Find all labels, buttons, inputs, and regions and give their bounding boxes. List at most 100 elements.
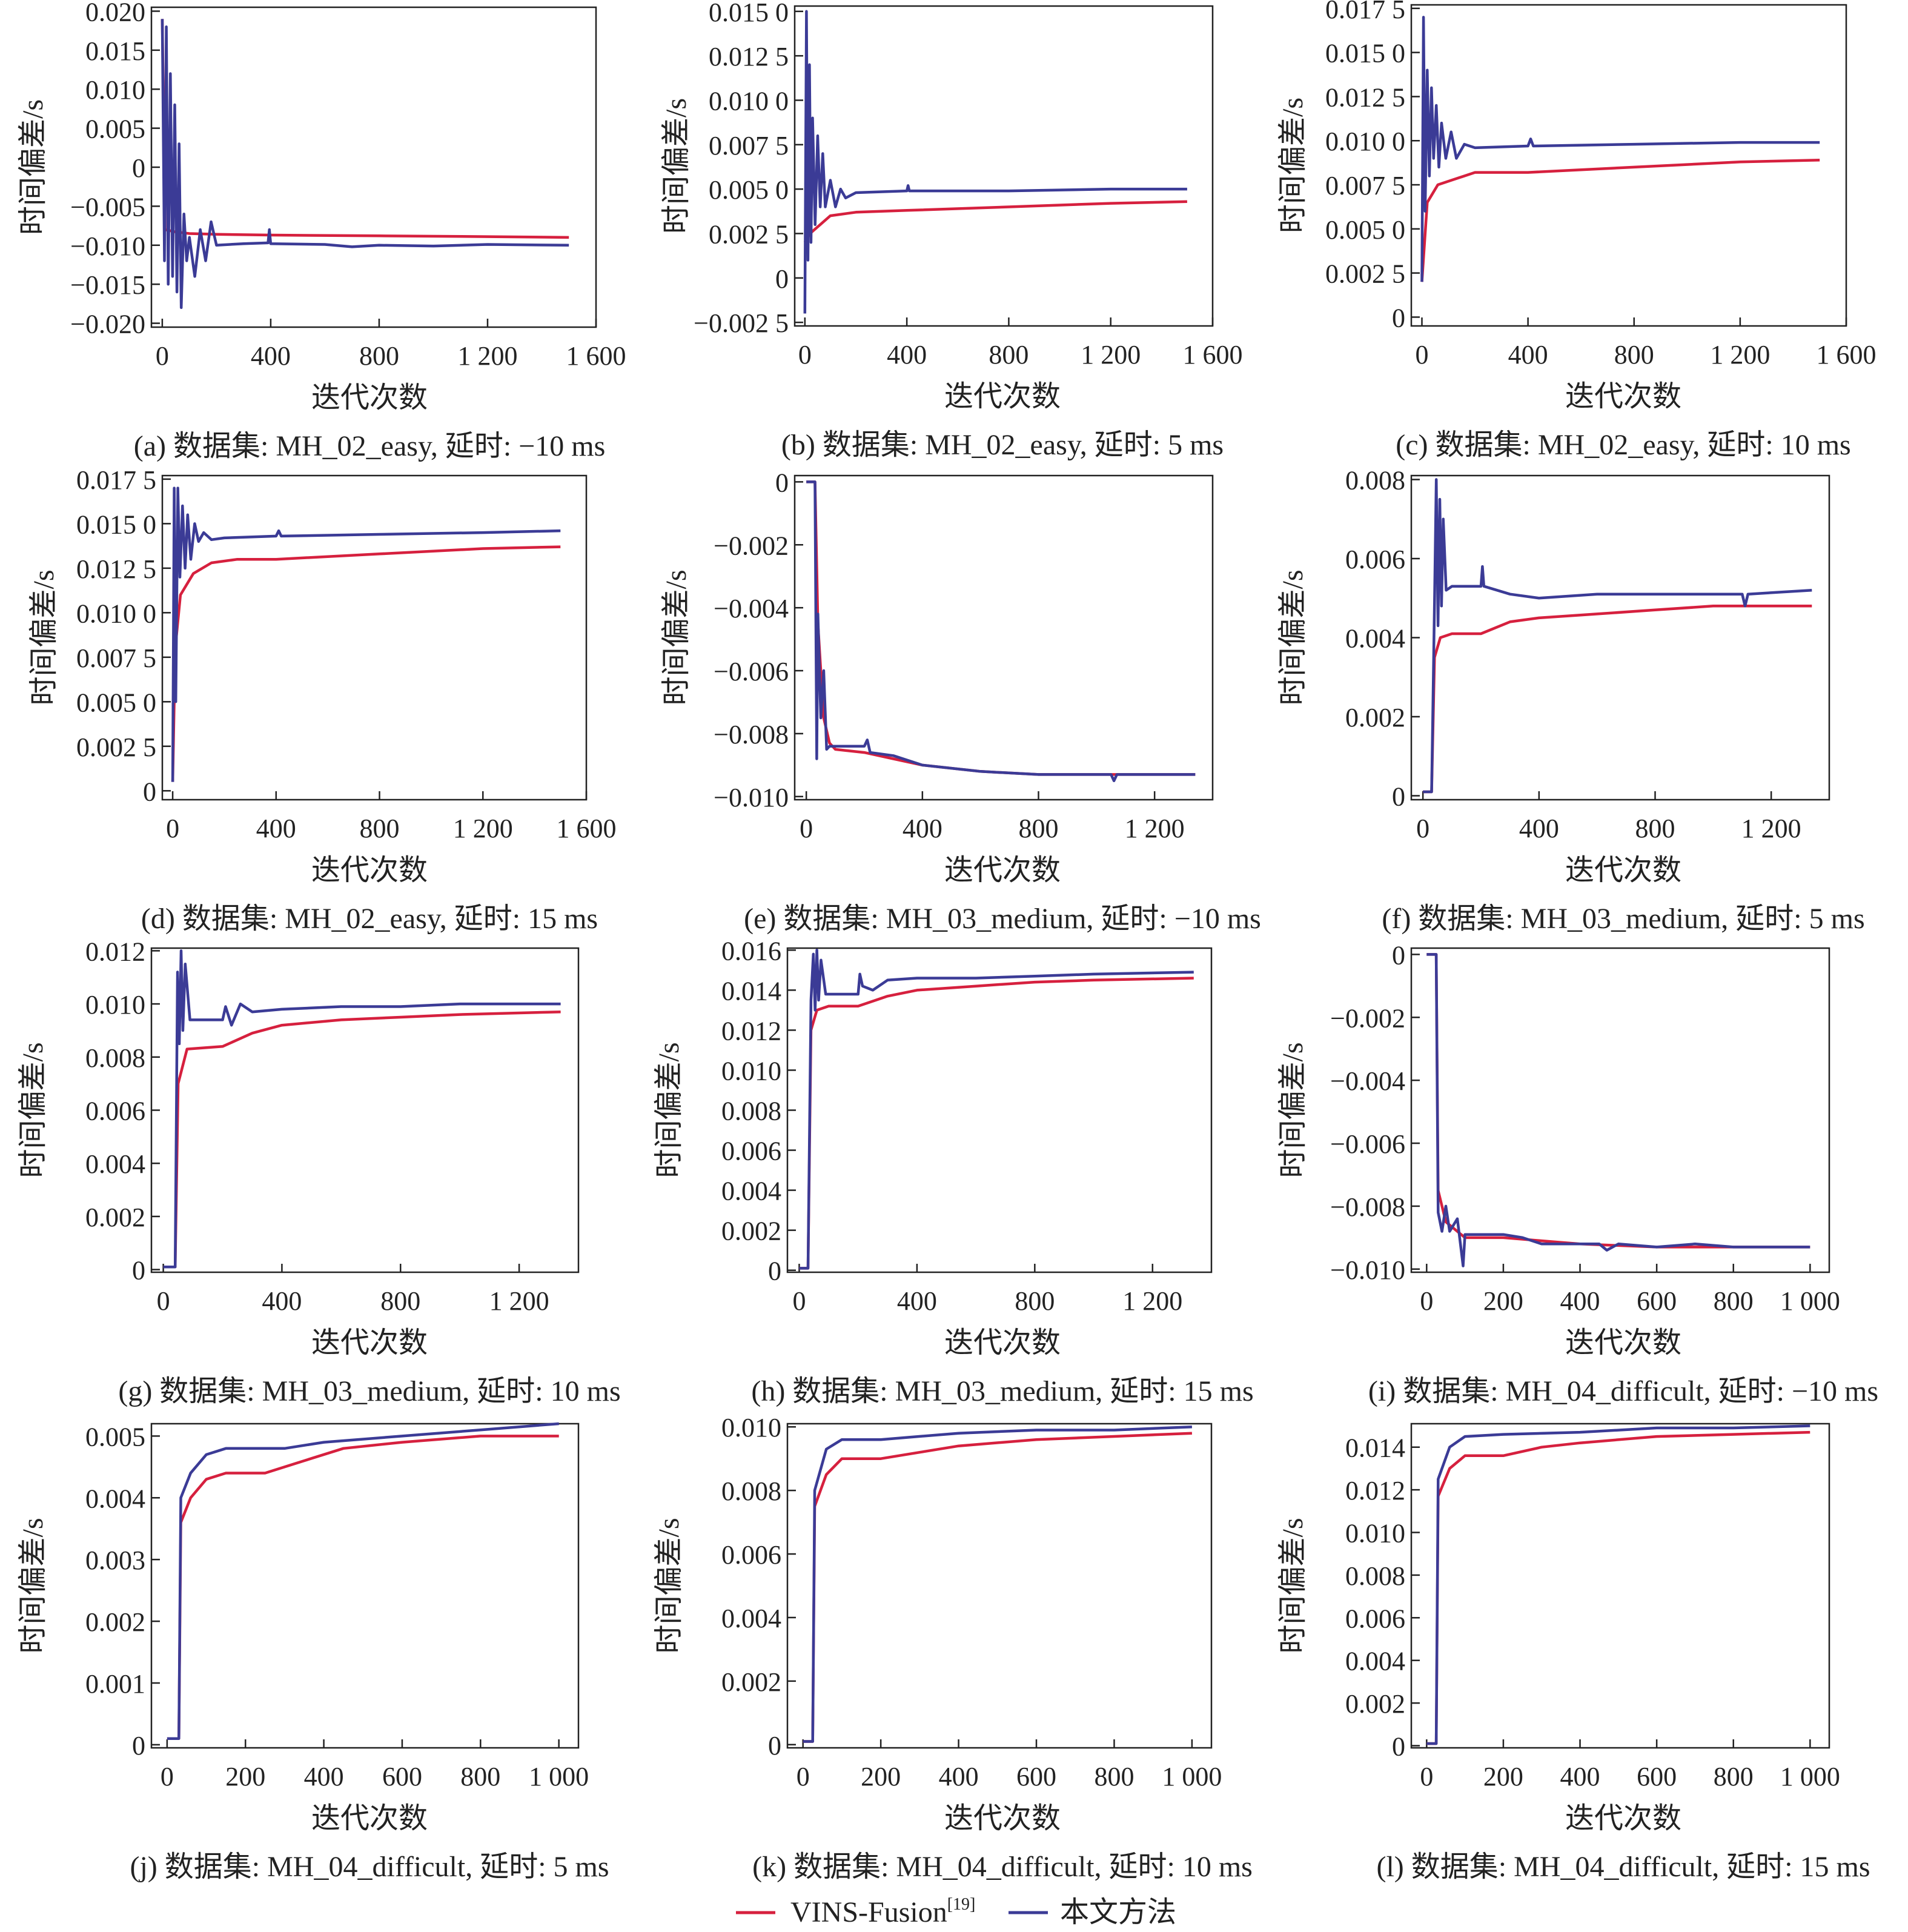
x-tick-label: 0	[156, 341, 169, 371]
x-tick-label: 0	[166, 814, 179, 843]
plot-frame	[793, 5, 1214, 327]
x-tick-label: 400	[1519, 814, 1559, 843]
chart-panel-4: −0.010 −0.008 −0.006 −0.004 −0.002 0 0 400 800 1 …	[660, 468, 1261, 935]
x-tick-label: 1 200	[1741, 814, 1801, 843]
x-tick-label: 400	[903, 814, 942, 843]
series-line-ours	[803, 1425, 1192, 1743]
y-tick-label: 0.008	[1345, 466, 1405, 496]
y-tick-label: 0.012	[85, 937, 145, 966]
x-tick-label: 1 200	[489, 1286, 549, 1316]
y-tick-label: 0.006	[721, 1540, 781, 1570]
x-tick-label: 200	[1483, 1286, 1523, 1316]
y-tick-label: −0.020	[70, 310, 145, 339]
x-tick-label: 800	[380, 1286, 420, 1316]
series-line-ours	[1426, 1424, 1810, 1745]
y-tick-label: −0.015	[70, 270, 145, 300]
x-tick-label: 400	[304, 1762, 344, 1791]
x-tick-label: 400	[262, 1286, 302, 1316]
y-tick-label: 0.016	[721, 936, 781, 966]
x-tick-label: 0	[1420, 1762, 1433, 1791]
x-tick-label: 600	[1637, 1762, 1677, 1791]
y-tick-label: 0.015 0	[76, 510, 156, 539]
panel-caption: (k) 数据集: MH_04_difficult, 延时: 10 ms	[752, 1851, 1253, 1883]
x-tick-label: 0	[161, 1762, 174, 1791]
x-tick-label: 1 000	[1162, 1762, 1222, 1791]
y-tick-label: −0.010	[70, 231, 145, 261]
chart-panel-7: 0 0.002 0.004 0.006 0.008 0.010 0.012 0.014 0.01…	[653, 936, 1254, 1407]
x-tick-label: 800	[1019, 814, 1059, 843]
y-tick-label: 0.002	[721, 1667, 781, 1697]
x-axis-label: 迭代次数	[1565, 1327, 1681, 1359]
panel-caption: (h) 数据集: MH_03_medium, 延时: 15 ms	[751, 1375, 1253, 1407]
x-tick-label: 0	[1416, 340, 1429, 370]
y-tick-label: 0.006	[1345, 1604, 1405, 1633]
y-tick-label: 0.002 5	[709, 219, 789, 249]
x-tick-label: 600	[382, 1762, 422, 1791]
y-tick-label: 0.015 0	[709, 0, 789, 27]
x-tick-label: 1 000	[1780, 1286, 1840, 1316]
y-tick-label: 0.012 5	[1325, 82, 1405, 112]
series-line-ours	[171, 486, 561, 782]
panel-caption: (i) 数据集: MH_04_difficult, 延时: −10 ms	[1368, 1375, 1878, 1407]
x-tick-label: 400	[887, 340, 927, 370]
y-tick-label: 0	[1392, 303, 1405, 333]
plot-frame	[786, 947, 1213, 1273]
y-tick-label: 0	[1392, 782, 1405, 811]
x-axis-label: 迭代次数	[311, 1802, 428, 1834]
series-line-vins-fusion	[803, 200, 1187, 244]
x-tick-label: 1 200	[1081, 340, 1141, 370]
x-tick-label: 1 600	[557, 814, 617, 843]
y-tick-label: 0.014	[721, 976, 781, 1006]
y-tick-label: 0.007 5	[76, 643, 156, 673]
x-tick-label: 1 200	[1122, 1286, 1182, 1316]
y-tick-label: 0.006	[1345, 545, 1405, 574]
chart-panel-11: 0 0.002 0.004 0.006 0.008 0.010 0.012 0.014 0 200…	[1277, 1422, 1870, 1883]
x-tick-label: 200	[1483, 1762, 1523, 1791]
y-tick-label: 0	[1392, 940, 1405, 970]
y-tick-label: 0.008	[721, 1476, 781, 1506]
y-tick-label: 0.002 5	[1325, 259, 1405, 289]
y-axis-label: 时间偏差/s	[17, 1042, 49, 1178]
panel-caption: (d) 数据集: MH_02_easy, 延时: 15 ms	[141, 903, 598, 935]
y-tick-label: 0.002	[85, 1203, 145, 1232]
chart-panel-1: −0.002 5 0 0.002 5 0.005 0 0.007 5 0.010 0 0.0…	[660, 0, 1243, 461]
x-tick-label: 800	[1015, 1286, 1055, 1316]
y-tick-label: 0.010	[85, 75, 145, 105]
x-axis-label: 迭代次数	[1565, 854, 1681, 886]
series-line-ours	[799, 949, 1194, 1270]
series-line-ours	[163, 949, 561, 1269]
y-tick-label: 0.006	[721, 1137, 781, 1166]
y-tick-label: 0.002 5	[76, 732, 156, 762]
x-tick-label: 1 600	[566, 341, 626, 371]
chart-panel-2: 0 0.002 5 0.005 0 0.007 5 0.010 0 0.012 5 0.01…	[1277, 0, 1877, 461]
y-axis-label: 时间偏差/s	[1277, 1042, 1309, 1178]
panel-caption: (e) 数据集: MH_03_medium, 延时: −10 ms	[744, 903, 1261, 935]
y-tick-label: 0.008	[85, 1043, 145, 1073]
y-tick-label: 0	[775, 468, 789, 497]
y-tick-label: 0.010	[721, 1056, 781, 1086]
y-tick-label: 0.012 5	[709, 42, 789, 71]
y-axis-label: 时间偏差/s	[660, 569, 692, 705]
legend-label-vins-fusion: VINS-Fusion[19]	[790, 1895, 975, 1928]
y-axis-label: 时间偏差/s	[660, 98, 692, 234]
x-axis-label: 迭代次数	[1565, 380, 1681, 413]
x-tick-label: 400	[1560, 1286, 1600, 1316]
x-axis-label: 迭代次数	[311, 1327, 428, 1359]
y-tick-label: 0.002	[85, 1607, 145, 1637]
y-tick-label: 0.005	[85, 115, 145, 144]
y-tick-label: 0.010 0	[709, 86, 789, 116]
chart-panel-5: 0 0.002 0.004 0.006 0.008 0 400 800 1 200 迭代次数 时间偏…	[1277, 466, 1865, 935]
x-tick-label: 0	[797, 1762, 810, 1791]
x-axis-label: 迭代次数	[311, 854, 428, 886]
x-axis-label: 迭代次数	[944, 380, 1061, 413]
y-axis-label: 时间偏差/s	[17, 1518, 49, 1653]
y-tick-label: 0.012	[1345, 1476, 1405, 1505]
x-tick-label: 400	[939, 1762, 979, 1791]
y-tick-label: 0.008	[721, 1097, 781, 1126]
y-tick-label: 0.015	[85, 36, 145, 66]
x-tick-label: 1 000	[529, 1762, 589, 1791]
x-tick-label: 400	[251, 341, 291, 371]
y-tick-label: 0.010 0	[1325, 127, 1405, 156]
series-line-vins-fusion	[1420, 159, 1820, 282]
